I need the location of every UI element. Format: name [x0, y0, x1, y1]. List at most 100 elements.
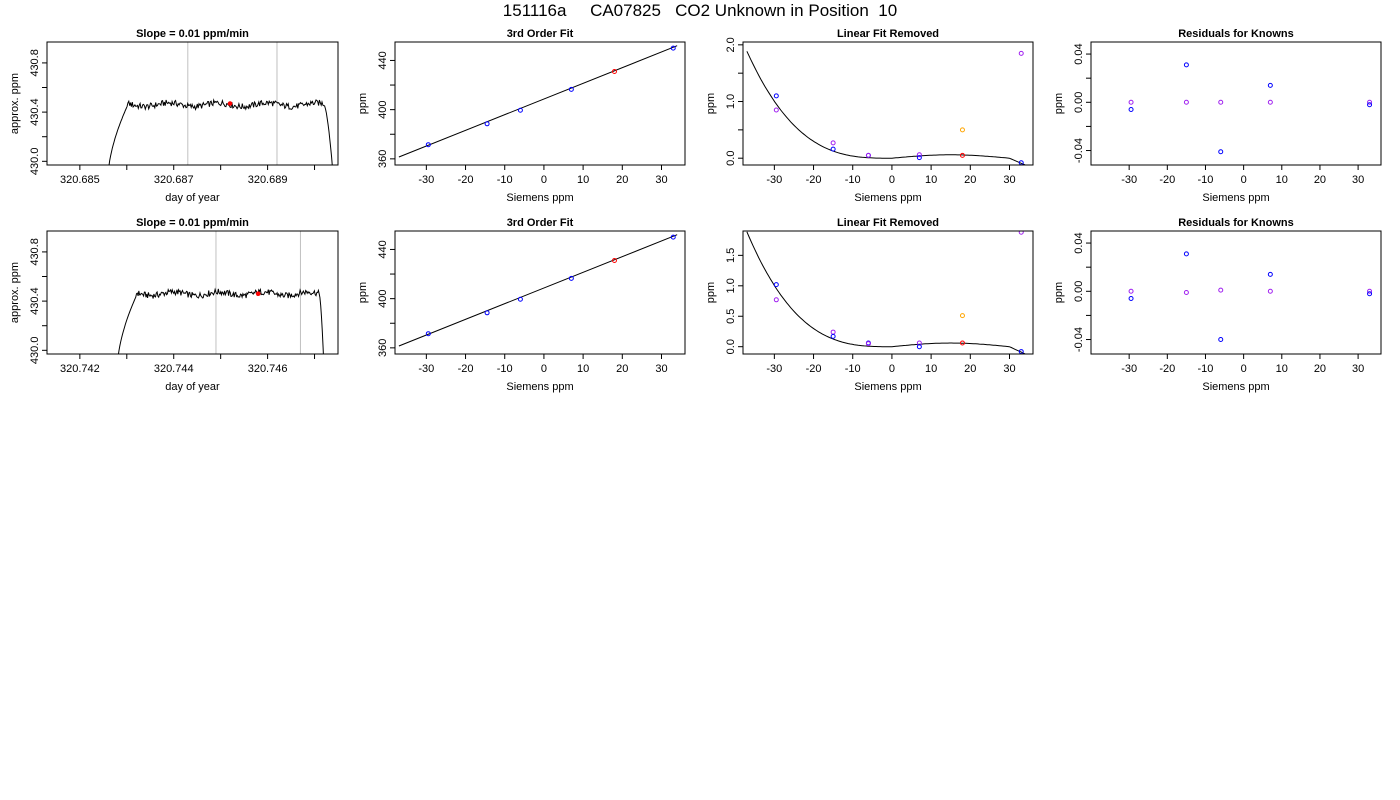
page-title: 151116a CA07825 CO2 Unknown in Position … — [502, 1, 898, 20]
y-axis-label: approx. ppm — [9, 262, 21, 323]
data-point — [517, 107, 523, 113]
x-axis-label: Siemens ppm — [1202, 192, 1269, 204]
x-tick-label: 0 — [889, 363, 895, 375]
data-point — [1128, 99, 1134, 105]
x-tick-label: 30 — [1003, 363, 1015, 375]
panel-r1-res: Residuals for Knowns -30 -20 -10 0 10 20 30 -0.0… — [1053, 28, 1382, 204]
panel-title: Residuals for Knowns — [1178, 28, 1294, 40]
data-point — [1218, 149, 1224, 155]
y-tick-label: -0.04 — [1073, 138, 1085, 163]
data-point — [959, 313, 965, 319]
x-tick-label: 20 — [1314, 174, 1326, 186]
x-tick-label: -30 — [1121, 363, 1137, 375]
x-tick-label: 10 — [925, 174, 937, 186]
plot-frame — [1090, 230, 1382, 355]
x-tick-label: 0 — [1241, 174, 1247, 186]
data-point — [959, 340, 965, 346]
fit-curve — [746, 51, 1026, 165]
x-axis-label: Siemens ppm — [854, 192, 921, 204]
x-tick-label: 10 — [577, 174, 589, 186]
panel-r1-lin: Linear Fit Removed -30 -20 -10 0 10 20 30 0.0 1.0… — [705, 28, 1034, 204]
x-tick-label: 20 — [964, 174, 976, 186]
x-tick-label: 10 — [577, 363, 589, 375]
trace-line — [108, 98, 333, 165]
data-point — [1128, 296, 1134, 302]
data-point — [773, 282, 779, 288]
data-point — [1267, 82, 1273, 88]
y-tick-label: 0.00 — [1073, 92, 1085, 113]
marker-point — [227, 101, 233, 106]
data-point — [1218, 99, 1224, 105]
y-tick-label: 430.0 — [29, 337, 41, 365]
data-point — [916, 155, 922, 161]
panel-r2-trace: Slope = 0.01 ppm/min 320.742 320.744 320.74… — [9, 217, 339, 393]
plot-frame — [46, 41, 339, 166]
x-tick-label: -10 — [497, 363, 513, 375]
fit-curve — [746, 231, 1026, 354]
x-tick-label: 20 — [616, 363, 628, 375]
plot-frame — [394, 41, 686, 166]
plot-frame — [394, 230, 686, 355]
panel-r1-fit: 3rd Order Fit -30 -20 -10 0 10 20 30 360 400 440 Si… — [357, 28, 686, 204]
x-tick-label: -20 — [806, 363, 822, 375]
y-tick-label: 1.0 — [725, 94, 737, 109]
data-point — [916, 344, 922, 350]
panel-title: 3rd Order Fit — [507, 217, 574, 229]
data-point — [1218, 287, 1224, 293]
data-point — [1183, 62, 1189, 68]
data-point — [1218, 337, 1224, 343]
x-axis-label: day of year — [165, 381, 220, 393]
x-tick-label: -20 — [806, 174, 822, 186]
panel-r1-trace: Slope = 0.01 ppm/min 320.685 320.687 320.68… — [9, 28, 339, 204]
y-tick-label: 0.04 — [1073, 232, 1085, 253]
y-tick-label: 440 — [377, 240, 389, 258]
data-point — [916, 152, 922, 158]
x-tick-label: -30 — [418, 174, 434, 186]
x-tick-label: -10 — [845, 363, 861, 375]
y-axis-label: ppm — [1053, 93, 1065, 114]
y-tick-label: 430.4 — [29, 287, 41, 315]
x-tick-label: 320.746 — [248, 363, 288, 375]
panel-title: 3rd Order Fit — [507, 28, 574, 40]
data-point — [959, 152, 965, 158]
data-point — [1128, 107, 1134, 113]
plot-frame — [742, 41, 1034, 166]
x-axis-label: Siemens ppm — [854, 381, 921, 393]
data-point — [568, 275, 574, 281]
x-tick-label: -20 — [1159, 174, 1175, 186]
data-point — [1183, 290, 1189, 295]
data-point — [484, 310, 490, 316]
data-point — [425, 142, 431, 148]
x-axis-label: Siemens ppm — [1202, 381, 1269, 393]
y-tick-label: 360 — [377, 339, 389, 357]
y-axis-label: ppm — [357, 282, 369, 303]
y-tick-label: 360 — [377, 150, 389, 168]
x-tick-label: -10 — [497, 174, 513, 186]
y-tick-label: 0.0 — [725, 151, 737, 166]
data-point — [773, 107, 779, 113]
data-point — [568, 86, 574, 92]
panel-title: Slope = 0.01 ppm/min — [136, 217, 249, 229]
x-tick-label: -10 — [1198, 174, 1214, 186]
plot-area — [746, 50, 1026, 165]
marker-point — [255, 291, 261, 297]
plot-area — [398, 45, 678, 158]
data-point — [1018, 231, 1024, 235]
data-point — [830, 140, 836, 146]
x-axis-label: Siemens ppm — [506, 192, 573, 204]
plot-frame — [1090, 41, 1382, 166]
x-tick-label: -30 — [1121, 174, 1137, 186]
x-tick-label: -30 — [766, 363, 782, 375]
x-axis-label: Siemens ppm — [506, 381, 573, 393]
y-tick-label: 1.0 — [725, 278, 737, 293]
y-tick-label: 440 — [377, 51, 389, 69]
panel-title: Linear Fit Removed — [837, 217, 939, 229]
x-tick-label: 0 — [889, 174, 895, 186]
y-axis-label: ppm — [357, 93, 369, 114]
y-tick-label: 2.0 — [725, 37, 737, 52]
y-tick-label: 430.8 — [29, 238, 41, 266]
x-tick-label: 10 — [1276, 174, 1288, 186]
data-point — [830, 146, 836, 152]
data-point — [670, 45, 676, 51]
x-tick-label: 10 — [925, 363, 937, 375]
